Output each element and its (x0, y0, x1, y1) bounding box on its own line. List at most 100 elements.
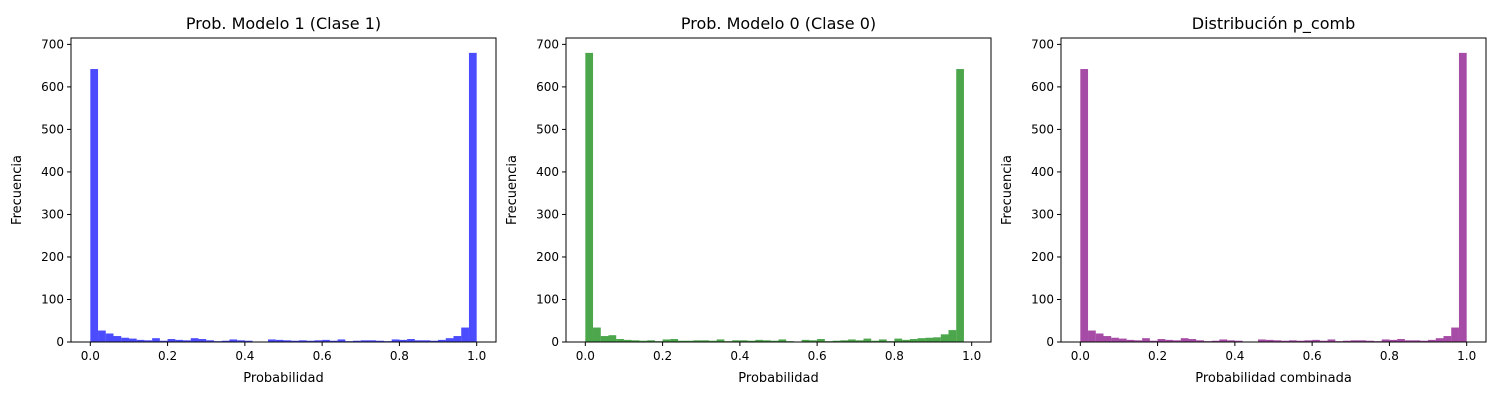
histogram-bar (121, 337, 129, 342)
histogram-bar (585, 52, 594, 343)
histogram-bar (128, 338, 137, 342)
histogram-bar (1420, 340, 1429, 342)
histogram-bar (1095, 333, 1104, 342)
y-tick-label: 700 (41, 37, 64, 51)
axes-frame (565, 37, 992, 343)
histogram-bar (902, 339, 910, 342)
histogram-bar (600, 336, 609, 342)
histogram-bar (1451, 327, 1459, 342)
histogram-bar (1265, 339, 1274, 342)
histogram-bar (1165, 339, 1174, 342)
histogram-bar (98, 330, 106, 342)
histogram-bar (747, 340, 756, 342)
histogram-bar (399, 339, 408, 342)
histogram-bar (468, 52, 477, 343)
histogram-bar (1366, 340, 1374, 342)
x-tick-label: 0.2 (158, 349, 177, 363)
histogram-bar (322, 339, 330, 342)
histogram-bar (376, 340, 384, 342)
histogram-bar (593, 327, 601, 342)
histogram-bar (136, 339, 145, 342)
histogram-bar (840, 340, 849, 342)
histogram-bar (445, 338, 454, 342)
histogram-bar (1350, 340, 1359, 342)
histogram-bar (925, 337, 934, 342)
histogram-bar (1327, 339, 1336, 342)
histogram-bar (878, 339, 887, 342)
histogram-bar (863, 338, 872, 342)
histogram-bar (1319, 340, 1328, 342)
histogram-bar (732, 340, 740, 342)
histogram-bar (1157, 339, 1166, 342)
axes-frame (1060, 37, 1487, 343)
chart-title: Prob. Modelo 0 (Clase 0) (681, 14, 876, 33)
histogram-bar (639, 340, 648, 342)
histogram-bar (283, 340, 292, 342)
histogram-bar (275, 339, 284, 342)
y-axis-label: Frecuencia (10, 155, 25, 225)
y-tick-label: 0 (56, 335, 64, 349)
histogram-bar (105, 333, 114, 342)
histogram-bar (623, 339, 632, 342)
x-tick-label: 0.4 (1225, 349, 1244, 363)
histogram-bar (414, 340, 423, 342)
histogram-bar (693, 340, 702, 342)
histogram-bar (770, 340, 779, 342)
histogram-bar (461, 327, 469, 342)
histogram-bar (144, 340, 153, 342)
histogram-bar (1196, 340, 1204, 342)
x-tick-label: 0.8 (885, 349, 904, 363)
histogram-bar (1219, 339, 1228, 342)
histogram-bar (1088, 330, 1096, 342)
y-tick-label: 0 (551, 335, 559, 349)
histogram-bar (291, 340, 299, 342)
histogram-bar (778, 339, 787, 342)
x-tick-label: 0.2 (1148, 349, 1167, 363)
histogram-bar (1412, 340, 1421, 342)
histogram-bar (190, 338, 199, 342)
y-tick-label: 700 (536, 37, 559, 51)
histogram-bar (221, 340, 230, 342)
histogram-bar (1397, 339, 1405, 342)
histogram-bar (1173, 340, 1181, 342)
histogram-bar (848, 339, 856, 342)
y-tick-label: 100 (1031, 292, 1054, 306)
x-tick-label: 0.8 (390, 349, 409, 363)
histogram-bar (1211, 340, 1220, 342)
y-tick-label: 600 (41, 80, 64, 94)
x-tick-label: 0.6 (808, 349, 827, 363)
histogram-bar (948, 330, 957, 342)
y-tick-label: 100 (41, 292, 64, 306)
y-tick-label: 500 (1031, 122, 1054, 136)
y-axis-label: Frecuencia (1000, 155, 1015, 225)
x-tick-label: 0.0 (576, 349, 595, 363)
histogram-bar (662, 339, 671, 342)
histogram-bar (1103, 336, 1112, 342)
histogram-bar (1080, 69, 1089, 342)
histogram-bar (1134, 340, 1143, 342)
y-tick-label: 200 (41, 250, 64, 264)
histogram-bar (708, 340, 717, 342)
x-tick-label: 0.2 (653, 349, 672, 363)
histogram-bar (175, 339, 184, 342)
x-tick-label: 0.6 (313, 349, 332, 363)
y-tick-label: 300 (1031, 207, 1054, 221)
x-tick-label: 0.4 (235, 349, 254, 363)
y-tick-label: 400 (536, 165, 559, 179)
histogram-bar (229, 339, 238, 342)
x-axis-label: Probabilidad combinada (1195, 371, 1352, 386)
chart-title: Prob. Modelo 1 (Clase 1) (186, 14, 381, 33)
chart-panel-3: 0.0 0.2 0.4 0.6 0.8 1.0 0 100 200 300 400 500 600 700… (1000, 14, 1487, 386)
histogram-bar (701, 340, 709, 342)
y-tick-label: 600 (1031, 80, 1054, 94)
x-axis-label: Probabilidad (738, 371, 818, 386)
x-tick-label: 0.0 (81, 349, 100, 363)
histogram-bar (453, 336, 462, 342)
histogram-bar (1180, 338, 1189, 342)
histogram-bar (1126, 339, 1135, 342)
histogram-bar (159, 340, 168, 342)
histogram-bar (716, 339, 725, 342)
histogram-bar (360, 340, 369, 342)
histogram-bar (237, 340, 245, 342)
